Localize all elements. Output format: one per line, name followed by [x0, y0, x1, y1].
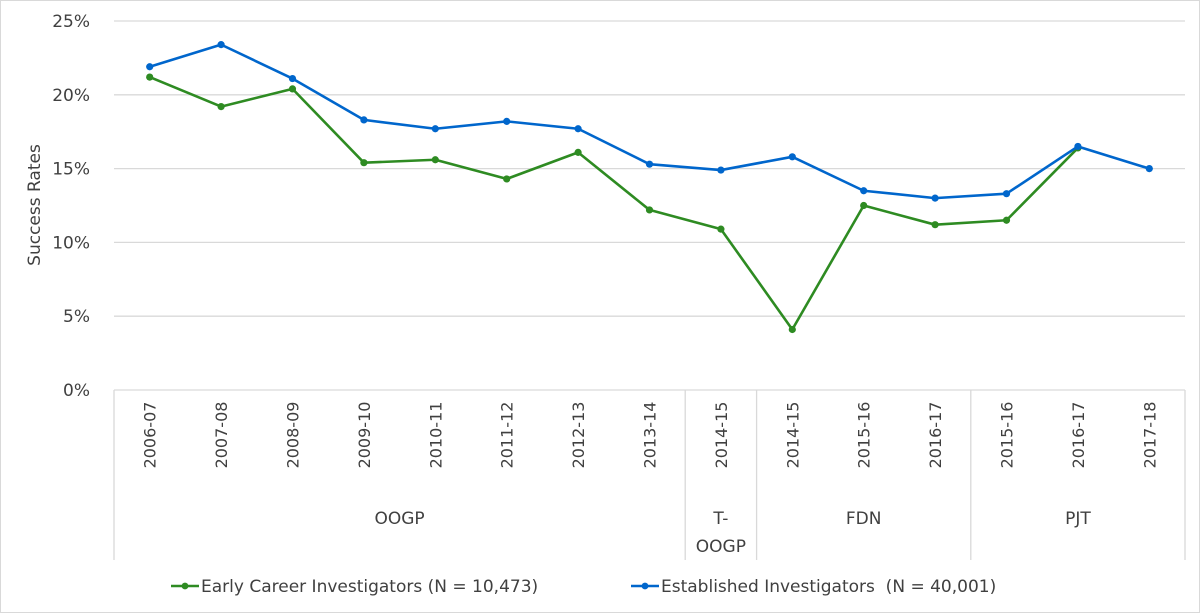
x-tick-label: 2008-09 — [284, 402, 303, 469]
data-point — [1074, 142, 1082, 151]
data-point — [217, 41, 225, 49]
data-point — [1002, 190, 1011, 198]
x-tick-label: 2014-15 — [783, 402, 802, 469]
data-point — [503, 175, 511, 183]
legend: Early Career Investigators (N = 10,473) E… — [171, 577, 996, 597]
group-label: OOGP — [375, 509, 425, 529]
data-point — [288, 74, 297, 83]
x-tick-label: 2012-13 — [569, 402, 588, 469]
y-tick-label: 10% — [52, 233, 90, 253]
data-point — [360, 116, 368, 124]
x-tick-label: 2016-17 — [926, 402, 945, 469]
data-point — [288, 85, 297, 93]
x-tick-label: 2015-16 — [998, 402, 1017, 469]
data-point — [860, 187, 868, 195]
data-point — [1002, 216, 1011, 224]
y-tick-label: 15% — [52, 160, 90, 180]
x-tick-label: 2015-16 — [855, 402, 874, 469]
x-axis: 2006-07 2007-08 2008-09 2009-10 2010-11 2011-… — [113, 389, 1186, 560]
group-label: T- — [712, 509, 728, 529]
x-tick-label: 2006-07 — [141, 402, 160, 469]
series-line-0 — [149, 75, 1079, 331]
legend-marker-icon — [181, 582, 189, 590]
legend-entry: Early Career Investigators (N = 10,473) — [201, 577, 538, 597]
series-line-1 — [149, 43, 1150, 200]
legend-entry: Established Investigators (N = 40,001) — [661, 577, 996, 597]
data-point — [788, 325, 796, 334]
data-point — [574, 148, 582, 156]
y-tick-label: 20% — [52, 86, 90, 106]
data-point — [146, 73, 154, 81]
data-point — [645, 206, 654, 214]
y-axis-ticks: 0% 5% 10% 15% 20% 25% — [52, 12, 90, 401]
x-tick-label: 2010-11 — [426, 402, 445, 469]
data-point — [503, 117, 511, 125]
data-point — [717, 225, 725, 233]
x-tick-label: 2014-15 — [712, 402, 731, 469]
data-point — [360, 159, 368, 167]
data-point — [431, 156, 439, 164]
data-point — [931, 221, 939, 229]
x-tick-label: 2013-14 — [641, 402, 660, 469]
data-point — [146, 63, 154, 71]
x-tick-label: 2009-10 — [355, 402, 374, 469]
data-point — [217, 103, 225, 111]
data-point — [431, 125, 439, 133]
data-point — [645, 160, 654, 168]
group-label: OOGP — [696, 537, 746, 557]
x-tick-label: 2016-17 — [1069, 402, 1088, 469]
x-tick-label: 2017-18 — [1140, 402, 1159, 469]
group-label: PJT — [1065, 509, 1091, 529]
y-tick-label: 5% — [63, 307, 90, 327]
data-point — [1145, 165, 1153, 173]
gridlines — [114, 20, 1185, 317]
y-tick-label: 25% — [52, 12, 90, 32]
x-tick-label: 2011-12 — [498, 402, 517, 469]
data-point — [860, 201, 868, 210]
data-point — [574, 125, 582, 133]
data-point — [788, 153, 796, 161]
x-tick-label: 2007-08 — [212, 402, 231, 469]
series-lines — [146, 41, 1153, 334]
data-point — [717, 166, 725, 174]
data-point — [931, 194, 939, 202]
legend-marker-icon — [641, 582, 649, 590]
y-tick-label: 0% — [63, 381, 90, 401]
group-label: FDN — [846, 509, 882, 529]
y-axis-label: Success Rates — [25, 144, 45, 266]
